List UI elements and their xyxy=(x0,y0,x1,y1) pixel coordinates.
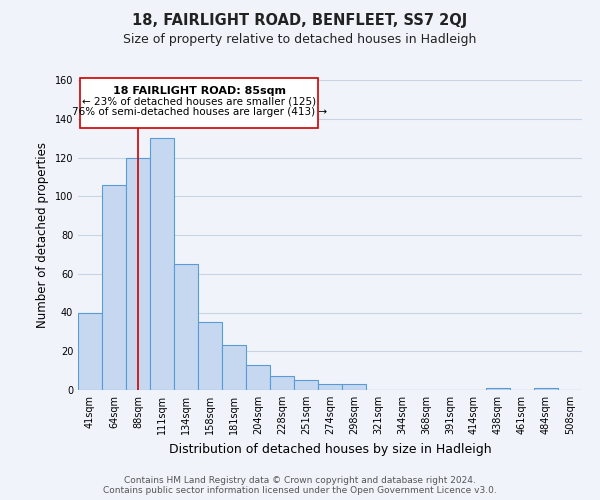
Bar xyxy=(318,384,342,390)
Text: Size of property relative to detached houses in Hadleigh: Size of property relative to detached ho… xyxy=(124,32,476,46)
Text: 76% of semi-detached houses are larger (413) →: 76% of semi-detached houses are larger (… xyxy=(71,107,327,117)
Text: 18, FAIRLIGHT ROAD, BENFLEET, SS7 2QJ: 18, FAIRLIGHT ROAD, BENFLEET, SS7 2QJ xyxy=(133,12,467,28)
Text: Contains HM Land Registry data © Crown copyright and database right 2024.
Contai: Contains HM Land Registry data © Crown c… xyxy=(103,476,497,495)
Bar xyxy=(222,346,246,390)
Bar xyxy=(270,376,294,390)
Y-axis label: Number of detached properties: Number of detached properties xyxy=(36,142,49,328)
Bar xyxy=(150,138,174,390)
Bar xyxy=(486,388,510,390)
Bar xyxy=(198,322,222,390)
Bar xyxy=(102,184,126,390)
Text: 18 FAIRLIGHT ROAD: 85sqm: 18 FAIRLIGHT ROAD: 85sqm xyxy=(113,86,286,96)
X-axis label: Distribution of detached houses by size in Hadleigh: Distribution of detached houses by size … xyxy=(169,442,491,456)
Bar xyxy=(246,365,270,390)
Bar xyxy=(126,158,150,390)
Bar xyxy=(78,312,102,390)
Bar xyxy=(534,388,558,390)
FancyBboxPatch shape xyxy=(80,78,318,128)
Bar xyxy=(174,264,198,390)
Bar xyxy=(342,384,366,390)
Text: ← 23% of detached houses are smaller (125): ← 23% of detached houses are smaller (12… xyxy=(82,96,316,106)
Bar xyxy=(294,380,318,390)
